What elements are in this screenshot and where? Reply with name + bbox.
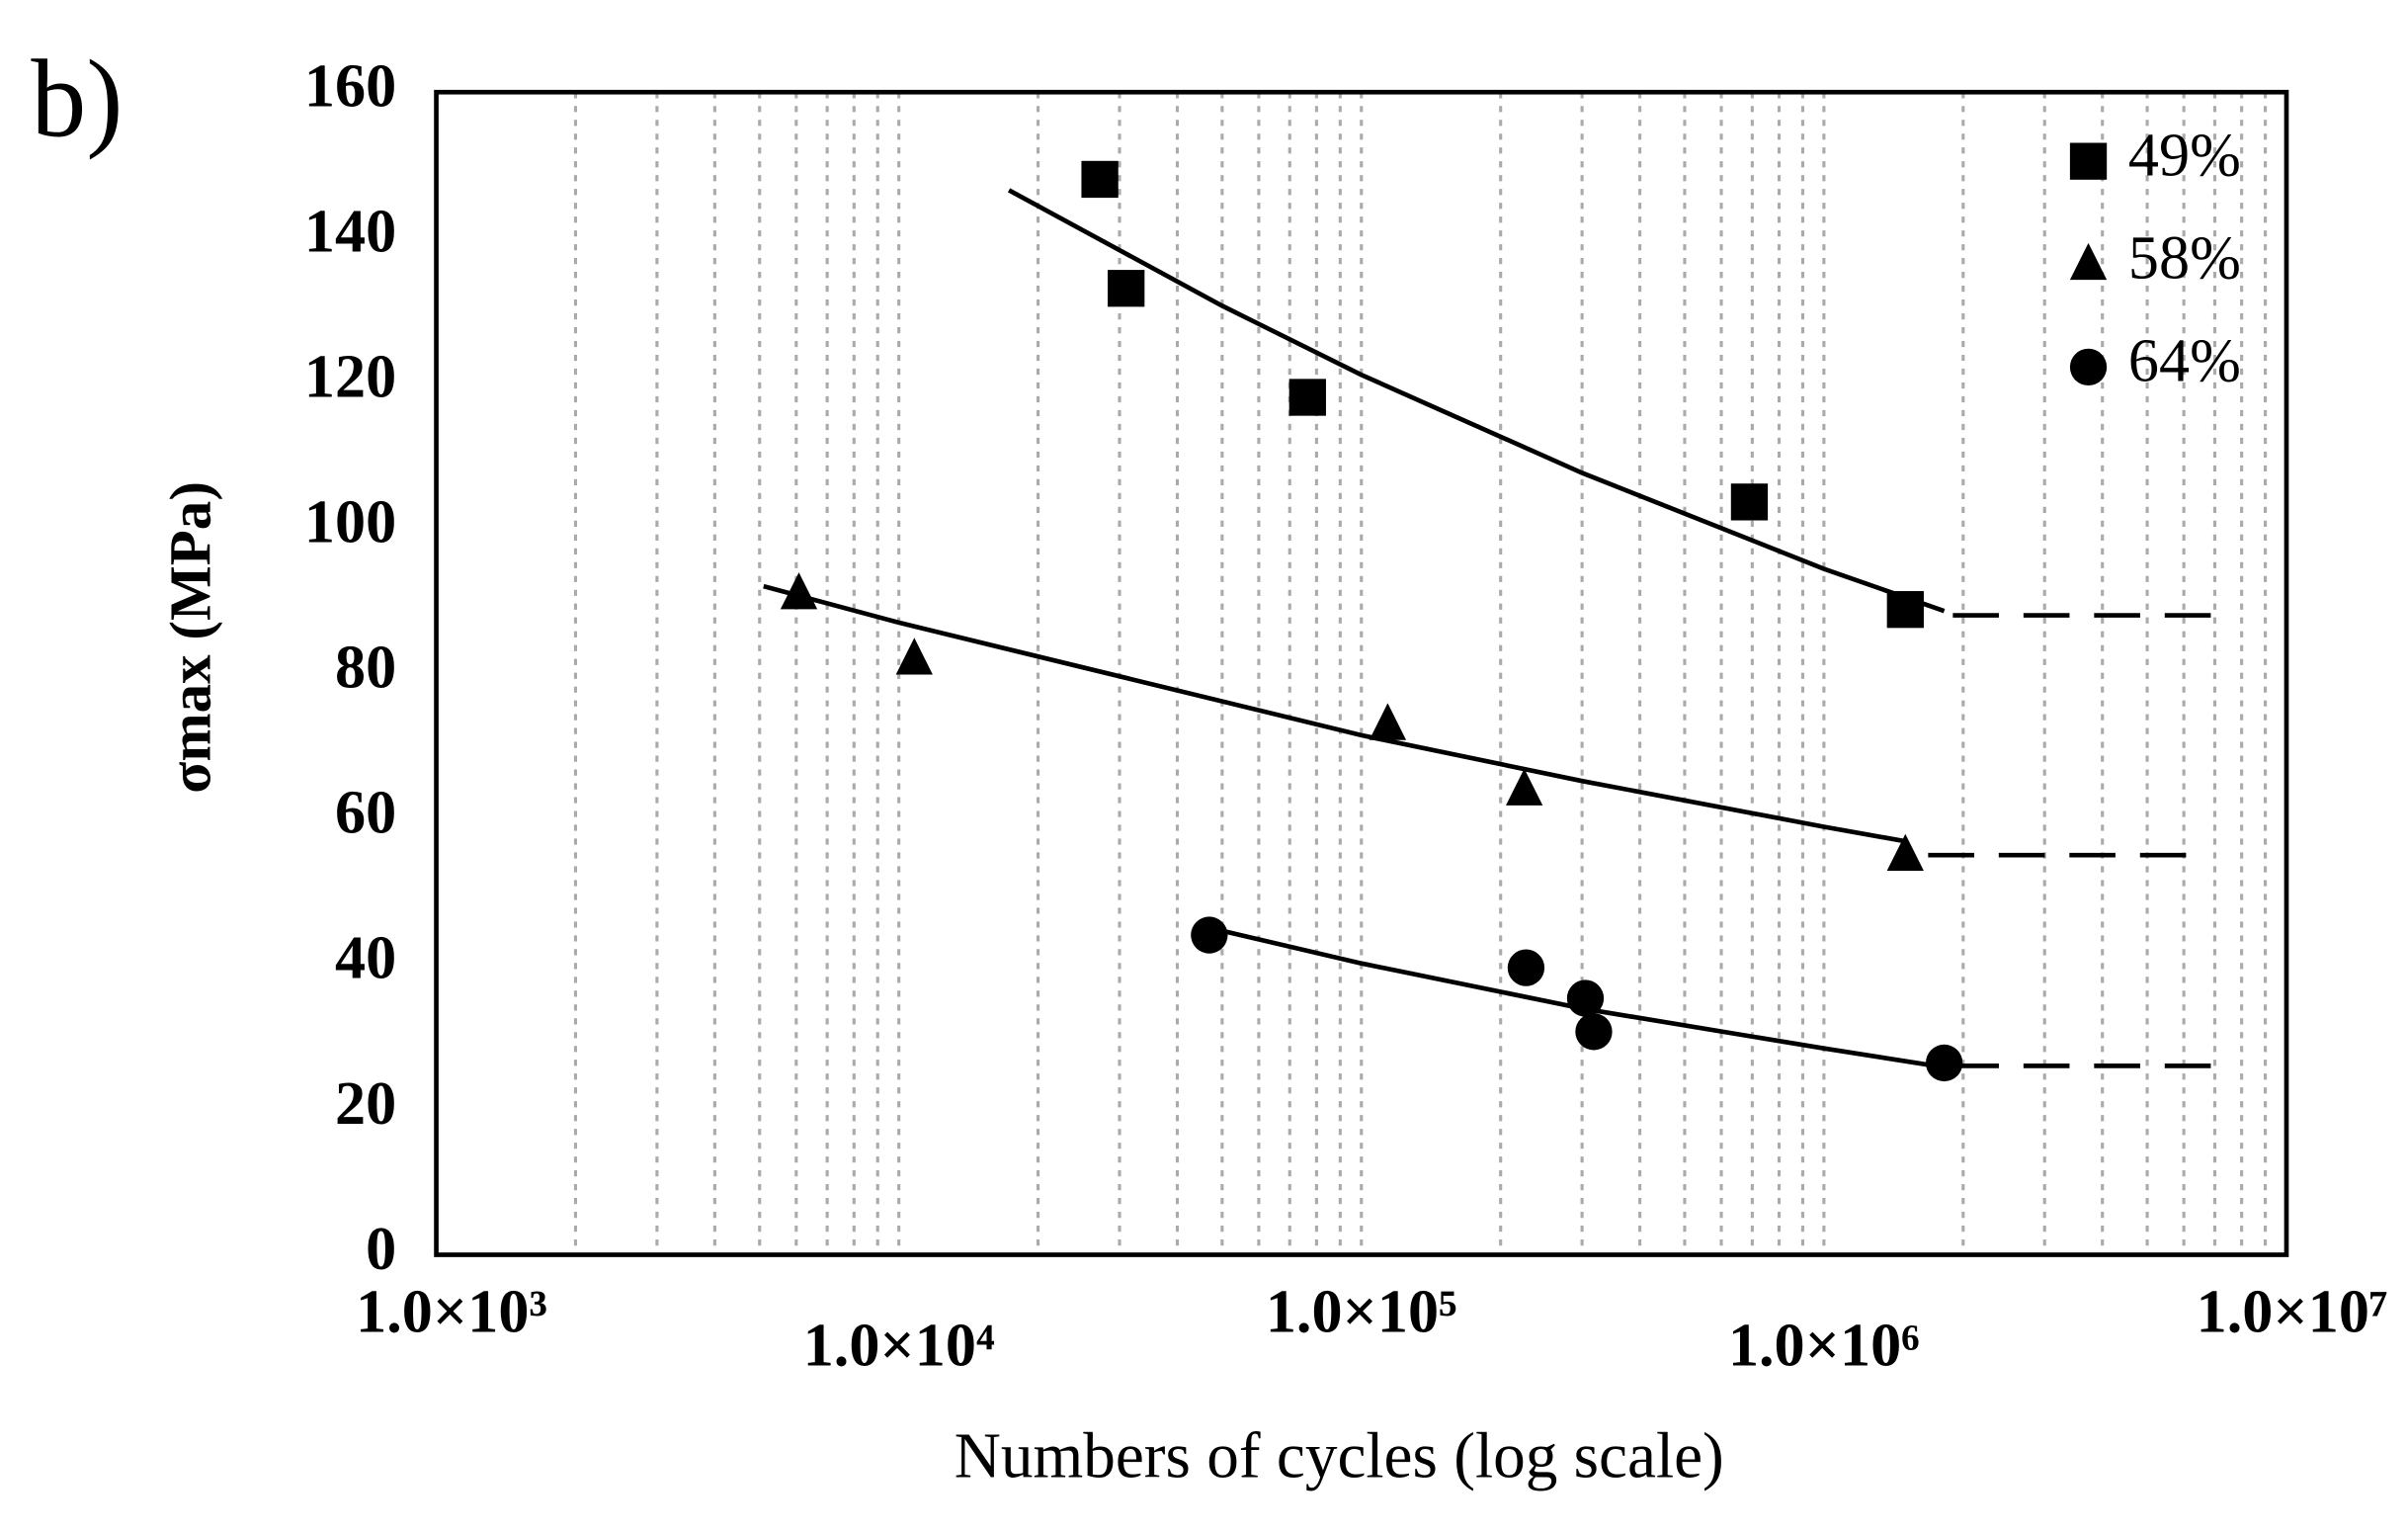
y-tick-label: 60 <box>335 780 396 847</box>
x-tick-label: 1.0×10⁵ <box>1266 1278 1457 1345</box>
x-tick-label: 1.0×10⁶ <box>1728 1313 1920 1380</box>
x-axis-title: Numbers of cycles (log scale) <box>955 1420 1724 1491</box>
data-point <box>1369 703 1407 740</box>
data-point <box>1288 379 1326 416</box>
panel-label: b) <box>31 39 123 161</box>
data-point <box>1566 979 1605 1017</box>
y-tick-label: 20 <box>335 1070 396 1138</box>
data-point <box>1730 483 1769 521</box>
x-tick-label: 1.0×10⁴ <box>803 1313 995 1380</box>
y-tick-label: 160 <box>304 52 396 120</box>
legend-label: 64% <box>2128 328 2241 395</box>
data-point <box>1108 270 1145 307</box>
legend-label: 49% <box>2128 122 2241 189</box>
data-point <box>1886 833 1924 872</box>
y-tick-label: 100 <box>304 489 396 556</box>
fit-line <box>763 583 1906 844</box>
fit-line <box>1007 188 1946 614</box>
plot-frame <box>434 89 2289 1257</box>
y-tick-label: 140 <box>304 199 396 266</box>
data-point <box>1925 1044 1963 1082</box>
data-point <box>1191 916 1228 954</box>
x-tick-label: 1.0×10⁷ <box>2197 1278 2388 1345</box>
x-tick-label: 1.0×10³ <box>356 1278 547 1345</box>
data-point <box>1886 591 1924 629</box>
data-point <box>1505 768 1543 806</box>
y-tick-label: 80 <box>335 635 396 702</box>
data-point <box>1507 949 1545 986</box>
data-point <box>1081 160 1119 199</box>
data-point <box>895 638 933 675</box>
legend-marker <box>2069 142 2108 180</box>
legend-marker <box>2069 242 2108 281</box>
y-tick-label: 120 <box>304 344 396 411</box>
y-tick-label: 0 <box>366 1216 396 1283</box>
data-point <box>1575 1013 1613 1051</box>
legend-marker <box>2069 348 2108 386</box>
y-axis-title: σmax (MPa) <box>158 481 223 794</box>
y-tick-label: 40 <box>335 925 396 992</box>
legend-label: 58% <box>2128 225 2241 293</box>
data-point <box>780 572 818 610</box>
